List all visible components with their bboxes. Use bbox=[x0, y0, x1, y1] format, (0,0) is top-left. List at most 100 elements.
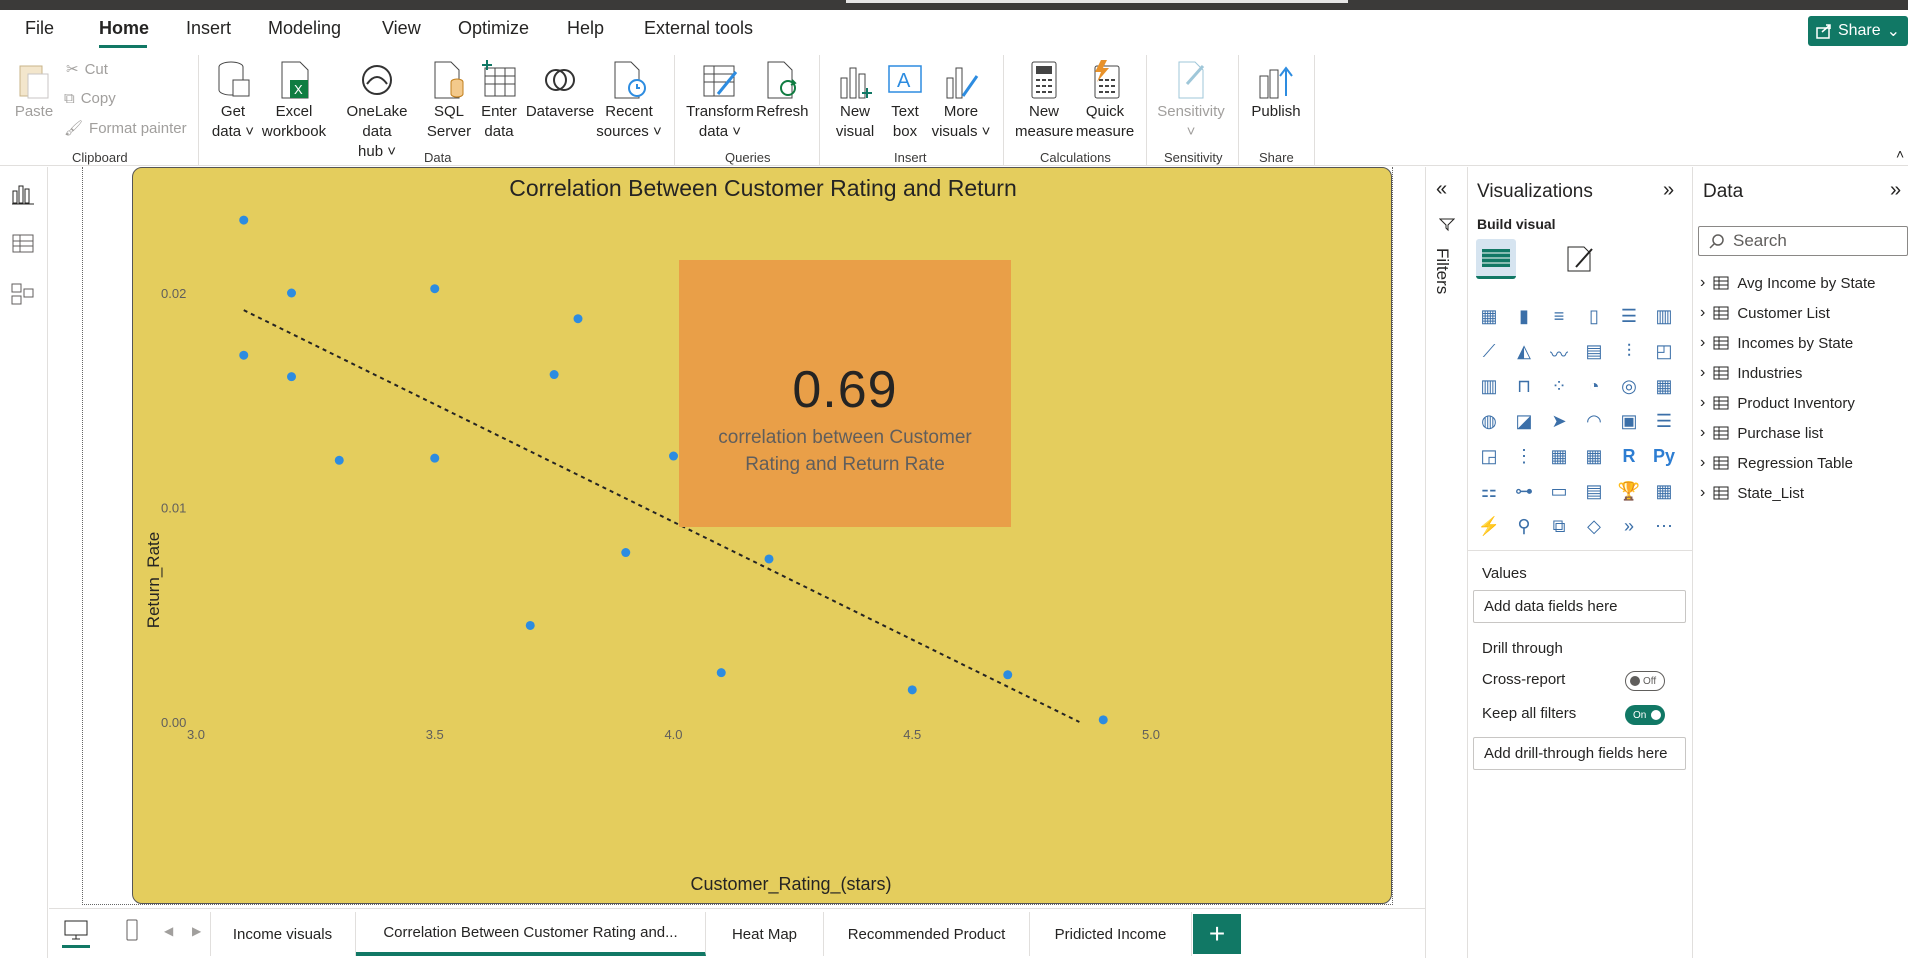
visual-type-icon[interactable]: ◲ bbox=[1480, 446, 1498, 466]
tab-insert[interactable]: Insert bbox=[186, 18, 232, 38]
visual-type-icon[interactable]: ⊶ bbox=[1515, 481, 1533, 501]
expand-pane-icon[interactable]: » bbox=[1663, 179, 1675, 201]
correlation-card[interactable]: 0.69 correlation between Customer Rating… bbox=[679, 260, 1011, 527]
onelake-data-hub-button[interactable]: OneLake data hub ˅ bbox=[330, 60, 424, 162]
tab-view[interactable]: View bbox=[382, 18, 421, 38]
visual-type-icon[interactable]: ▦ bbox=[1585, 446, 1603, 466]
scatter-point[interactable] bbox=[430, 453, 440, 463]
tab-modeling[interactable]: Modeling bbox=[268, 18, 342, 38]
publish-button[interactable]: Publish bbox=[1248, 60, 1304, 122]
visual-type-icon[interactable]: ▤ bbox=[1585, 481, 1603, 501]
data-table-item[interactable]: › Product Inventory bbox=[1700, 394, 1855, 412]
chevron-right-icon[interactable]: › bbox=[1700, 424, 1706, 441]
values-well[interactable]: Add data fields here bbox=[1473, 590, 1686, 623]
chevron-right-icon[interactable]: › bbox=[1700, 394, 1706, 411]
visual-type-icon[interactable]: 🏆 bbox=[1617, 481, 1641, 501]
sensitivity-button[interactable]: Sensitivity ˅ bbox=[1155, 60, 1227, 142]
chevron-right-icon[interactable]: › bbox=[1700, 274, 1706, 291]
report-view-icon[interactable] bbox=[10, 181, 36, 207]
table-view-icon[interactable] bbox=[10, 231, 36, 257]
prev-page-icon[interactable]: ◀ bbox=[164, 924, 174, 938]
visual-type-icon[interactable]: ⋮ bbox=[1515, 446, 1533, 466]
scatter-point[interactable] bbox=[669, 451, 678, 461]
data-table-item[interactable]: › Incomes by State bbox=[1700, 334, 1853, 352]
visual-type-icon[interactable]: ◇ bbox=[1587, 516, 1601, 536]
filters-pane[interactable] bbox=[1425, 167, 1468, 958]
visual-type-icon[interactable]: ▥ bbox=[1655, 306, 1673, 326]
more-visuals-button[interactable]: More visuals ˅ bbox=[930, 60, 992, 142]
page-tab[interactable]: Heat Map bbox=[706, 912, 824, 956]
visual-type-icon[interactable]: ▦ bbox=[1655, 481, 1673, 501]
get-data-button[interactable]: Get data ˅ bbox=[208, 60, 258, 142]
visual-type-icon[interactable]: ◭ bbox=[1517, 341, 1531, 361]
visual-type-icon[interactable]: R bbox=[1622, 446, 1636, 466]
new-measure-button[interactable]: New measure bbox=[1015, 60, 1073, 142]
scatter-point[interactable] bbox=[1098, 715, 1108, 725]
new-visual-button[interactable]: New visual bbox=[830, 60, 880, 142]
format-visual-tab[interactable] bbox=[1560, 239, 1600, 279]
page-tab[interactable]: Recommended Product bbox=[824, 912, 1030, 956]
visual-type-icon[interactable]: ⚏ bbox=[1480, 481, 1498, 501]
data-table-item[interactable]: › Regression Table bbox=[1700, 454, 1853, 472]
scatter-point[interactable] bbox=[430, 284, 440, 294]
visual-type-icon[interactable]: ▦ bbox=[1655, 376, 1673, 396]
scatter-chart-visual[interactable]: Correlation Between Customer Rating and … bbox=[132, 167, 1392, 904]
visual-type-icon[interactable]: ⋯ bbox=[1655, 516, 1673, 536]
scatter-point[interactable] bbox=[907, 685, 917, 695]
scatter-point[interactable] bbox=[287, 288, 296, 298]
data-search-input[interactable]: Search bbox=[1698, 226, 1908, 256]
visual-type-icon[interactable]: ▯ bbox=[1589, 306, 1599, 326]
refresh-button[interactable]: Refresh bbox=[756, 60, 809, 122]
visual-type-icon[interactable]: ≡ bbox=[1553, 306, 1565, 326]
collapse-filters-icon[interactable]: « bbox=[1436, 178, 1448, 200]
visual-type-icon[interactable]: ⧉ bbox=[1552, 516, 1566, 536]
chevron-right-icon[interactable]: › bbox=[1700, 304, 1706, 321]
data-table-item[interactable]: › State_List bbox=[1700, 484, 1804, 502]
visual-type-icon[interactable]: ▦ bbox=[1550, 446, 1568, 466]
data-table-item[interactable]: › Purchase list bbox=[1700, 424, 1823, 442]
desktop-layout-icon[interactable] bbox=[63, 919, 89, 941]
enter-data-button[interactable]: Enter data bbox=[474, 60, 524, 142]
scatter-point[interactable] bbox=[549, 370, 559, 380]
visual-type-icon[interactable]: ◰ bbox=[1655, 341, 1673, 361]
visual-type-icon[interactable]: ◠ bbox=[1586, 411, 1602, 431]
dataverse-button[interactable]: Dataverse bbox=[524, 60, 596, 122]
scatter-point[interactable] bbox=[764, 554, 774, 564]
build-visual-tab[interactable] bbox=[1476, 239, 1516, 279]
visual-type-icon[interactable]: » bbox=[1623, 516, 1634, 536]
scatter-point[interactable] bbox=[525, 620, 535, 630]
scatter-point[interactable] bbox=[334, 455, 344, 465]
text-box-button[interactable]: A Text box bbox=[880, 60, 930, 142]
sql-server-button[interactable]: SQL Server bbox=[424, 60, 474, 142]
chevron-right-icon[interactable]: › bbox=[1700, 454, 1706, 471]
scatter-point[interactable] bbox=[573, 314, 583, 324]
title-search-box[interactable] bbox=[846, 0, 1348, 3]
visual-type-icon[interactable]: ☰ bbox=[1655, 411, 1673, 431]
visual-type-icon[interactable]: ▤ bbox=[1585, 341, 1603, 361]
visual-type-icon[interactable]: ⚡ bbox=[1477, 516, 1501, 536]
copy-button[interactable]: ⧉ Copy bbox=[64, 90, 116, 107]
visual-type-icon[interactable]: ▣ bbox=[1620, 411, 1638, 431]
add-page-button[interactable]: + bbox=[1193, 914, 1241, 954]
page-tab[interactable]: Pridicted Income bbox=[1030, 912, 1192, 956]
chevron-right-icon[interactable]: › bbox=[1700, 364, 1706, 381]
scatter-point[interactable] bbox=[239, 215, 249, 225]
mobile-layout-icon[interactable] bbox=[124, 919, 140, 943]
tab-file[interactable]: File bbox=[25, 18, 55, 38]
excel-workbook-button[interactable]: X Excel workbook bbox=[258, 60, 330, 142]
collapse-ribbon-icon[interactable]: ˄ bbox=[1896, 146, 1905, 162]
format-painter-button[interactable]: 🖌 Format painter bbox=[64, 119, 187, 138]
visual-type-icon[interactable]: ◍ bbox=[1481, 411, 1497, 431]
data-table-item[interactable]: › Industries bbox=[1700, 364, 1802, 382]
keep-all-filters-toggle[interactable]: On bbox=[1625, 705, 1665, 725]
drill-through-well[interactable]: Add drill-through fields here bbox=[1473, 737, 1686, 770]
page-tab[interactable]: Income visuals bbox=[210, 912, 356, 956]
visual-type-icon[interactable]: Py bbox=[1652, 446, 1676, 466]
tab-home[interactable]: Home bbox=[99, 18, 150, 38]
transform-data-button[interactable]: Transform data ˅ bbox=[684, 60, 756, 142]
expand-data-pane-icon[interactable]: » bbox=[1890, 179, 1902, 201]
tab-help[interactable]: Help bbox=[567, 18, 605, 38]
quick-measure-button[interactable]: Quick measure bbox=[1073, 60, 1137, 142]
paste-button[interactable]: Paste bbox=[14, 60, 54, 122]
data-table-item[interactable]: › Customer List bbox=[1700, 304, 1830, 322]
